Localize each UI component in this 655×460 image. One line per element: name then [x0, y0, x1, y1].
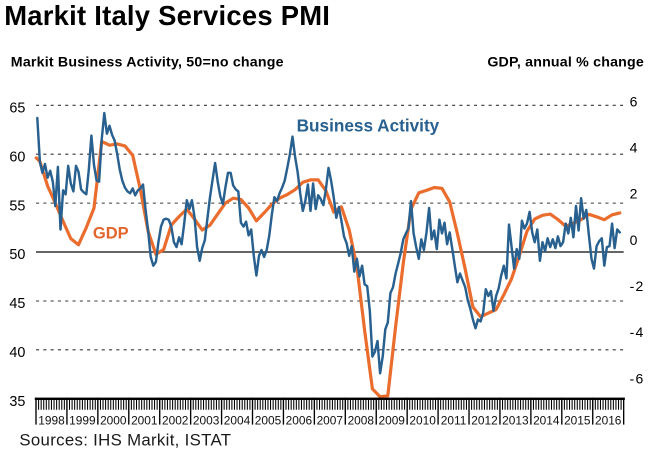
svg-text:45: 45 [9, 296, 25, 312]
svg-text:Sources: IHS Markit, ISTAT: Sources: IHS Markit, ISTAT [19, 431, 231, 450]
svg-text:Markit Business Activity, 50=n: Markit Business Activity, 50=no change [11, 54, 284, 70]
svg-text:0: 0 [630, 232, 638, 248]
svg-text:2005: 2005 [255, 413, 282, 427]
svg-text:2015: 2015 [564, 413, 591, 427]
svg-text:1998: 1998 [38, 413, 65, 427]
svg-text:4: 4 [630, 140, 638, 156]
svg-text:2: 2 [630, 186, 638, 202]
svg-text:1999: 1999 [69, 413, 96, 427]
svg-text:2014: 2014 [533, 413, 560, 427]
svg-text:2000: 2000 [100, 413, 127, 427]
svg-text:2012: 2012 [471, 413, 498, 427]
svg-text:65: 65 [9, 101, 25, 117]
svg-text:35: 35 [9, 394, 25, 410]
svg-text:2004: 2004 [224, 413, 251, 427]
svg-text:2007: 2007 [317, 413, 344, 427]
svg-text:2008: 2008 [348, 413, 375, 427]
svg-text:2002: 2002 [162, 413, 189, 427]
svg-text:GDP: GDP [93, 225, 129, 243]
svg-text:6: 6 [630, 93, 638, 109]
svg-text:2016: 2016 [595, 413, 622, 427]
svg-text:2013: 2013 [502, 413, 529, 427]
svg-text:55: 55 [9, 198, 25, 214]
svg-text:50: 50 [9, 247, 25, 263]
svg-text:2006: 2006 [286, 413, 313, 427]
svg-text:40: 40 [9, 345, 25, 361]
svg-text:2003: 2003 [193, 413, 220, 427]
svg-text:60: 60 [9, 149, 25, 165]
svg-text:-2: -2 [630, 278, 645, 294]
svg-text:2009: 2009 [378, 413, 405, 427]
svg-text:GDP, annual % change: GDP, annual % change [487, 54, 644, 70]
svg-text:Business Activity: Business Activity [297, 115, 440, 135]
svg-text:-4: -4 [630, 324, 645, 340]
svg-text:2001: 2001 [131, 413, 158, 427]
svg-text:-6: -6 [630, 370, 645, 386]
svg-text:2010: 2010 [409, 413, 436, 427]
svg-text:2011: 2011 [441, 413, 467, 427]
svg-text:Markit Italy Services PMI: Markit Italy Services PMI [4, 0, 330, 31]
